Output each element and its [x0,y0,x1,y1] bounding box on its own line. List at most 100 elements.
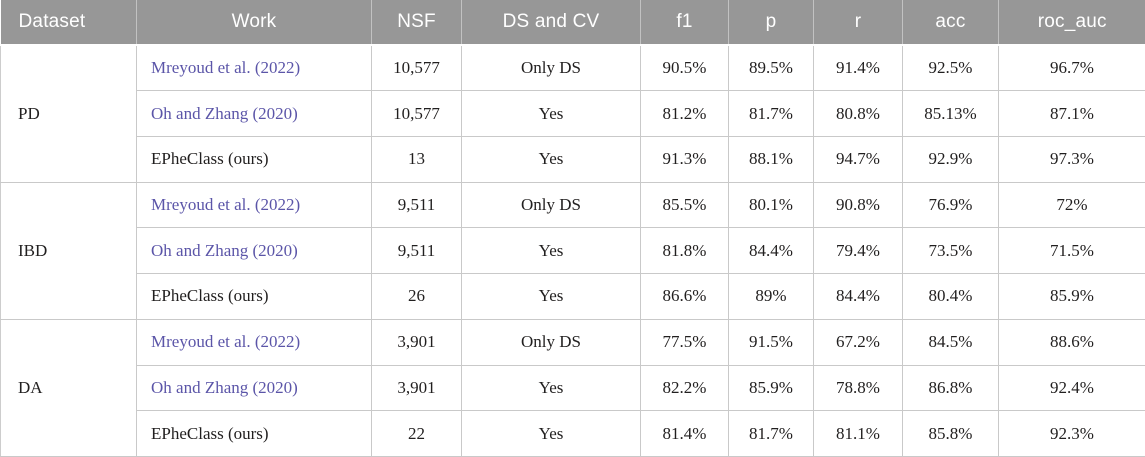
acc-cell: 73.5% [902,227,999,275]
column-header-work: Work [136,0,372,46]
work-ours-label: EPheClass (ours) [151,149,269,169]
ds-cv-cell: Yes [461,364,641,412]
work-ours-label: EPheClass (ours) [151,286,269,306]
acc-cell: 92.5% [902,44,999,92]
r-cell: 78.8% [813,364,903,412]
ds-cv-cell: Yes [461,227,641,275]
ds-cv-cell: Yes [461,135,641,183]
table-row: Oh and Zhang (2020) 3,901 Yes 82.2% 85.9… [1,364,1145,412]
r-cell: 84.4% [813,273,903,320]
table-row: EPheClass (ours) 13 Yes 91.3% 88.1% 94.7… [1,135,1145,183]
work-cell: Mreyoud et al. (2022) [136,181,372,229]
nsf-cell: 10,577 [371,90,462,137]
table-row: EPheClass (ours) 26 Yes 86.6% 89% 84.4% … [1,273,1145,320]
roc-auc-cell: 96.7% [998,44,1145,92]
work-citation-link[interactable]: Mreyoud et al. (2022) [151,58,301,78]
work-citation-link[interactable]: Oh and Zhang (2020) [151,240,298,260]
work-cell: Oh and Zhang (2020) [136,364,372,412]
acc-cell: 84.5% [902,318,999,366]
ds-cv-cell: Yes [461,90,641,137]
column-header-r: r [813,0,903,46]
f1-cell: 81.2% [640,90,729,137]
p-cell: 89.5% [728,44,814,92]
work-citation-link[interactable]: Oh and Zhang (2020) [151,377,298,397]
ds-cv-cell: Only DS [461,318,641,366]
nsf-cell: 26 [371,273,462,320]
f1-cell: 82.2% [640,364,729,412]
column-header-nsf: NSF [371,0,462,46]
column-header-acc: acc [902,0,999,46]
table-row: DA Mreyoud et al. (2022) 3,901 Only DS 7… [0,318,1145,457]
roc-auc-cell: 85.9% [998,273,1145,320]
column-header-ds-and-cv: DS and CV [461,0,641,46]
ds-cv-cell: Yes [461,273,641,320]
r-cell: 90.8% [813,181,903,229]
table-row: Oh and Zhang (2020) 10,577 Yes 81.2% 81.… [1,90,1145,137]
r-cell: 94.7% [813,135,903,183]
p-cell: 91.5% [728,318,814,366]
f1-cell: 91.3% [640,135,729,183]
work-citation-link[interactable]: Mreyoud et al. (2022) [151,195,301,215]
acc-cell: 92.9% [902,135,999,183]
dataset-group-label-da: DA [0,318,137,457]
work-cell: Oh and Zhang (2020) [136,90,372,137]
p-cell: 81.7% [728,90,814,137]
roc-auc-cell: 72% [998,181,1145,229]
ds-cv-cell: Yes [461,410,641,457]
nsf-cell: 9,511 [371,227,462,275]
acc-cell: 85.8% [902,410,999,457]
dataset-group-label-ibd: IBD [0,181,137,320]
roc-auc-cell: 71.5% [998,227,1145,275]
work-cell: Mreyoud et al. (2022) [136,44,372,92]
work-cell: Oh and Zhang (2020) [136,227,372,275]
table-header: Dataset Work NSF DS and CV f1 p r acc ro… [0,0,1145,46]
f1-cell: 90.5% [640,44,729,92]
f1-cell: 81.4% [640,410,729,457]
column-header-roc-auc: roc_auc [998,0,1145,46]
dataset-group-label-pd: PD [0,44,137,183]
nsf-cell: 22 [371,410,462,457]
r-cell: 81.1% [813,410,903,457]
table-row: EPheClass (ours) 22 Yes 81.4% 81.7% 81.1… [1,410,1145,457]
f1-cell: 77.5% [640,318,729,366]
p-cell: 88.1% [728,135,814,183]
ds-cv-cell: Only DS [461,44,641,92]
acc-cell: 76.9% [902,181,999,229]
p-cell: 89% [728,273,814,320]
f1-cell: 85.5% [640,181,729,229]
column-header-f1: f1 [640,0,729,46]
acc-cell: 85.13% [902,90,999,137]
p-cell: 81.7% [728,410,814,457]
nsf-cell: 10,577 [371,44,462,92]
roc-auc-cell: 92.4% [998,364,1145,412]
roc-auc-cell: 97.3% [998,135,1145,183]
roc-auc-cell: 87.1% [998,90,1145,137]
f1-cell: 81.8% [640,227,729,275]
nsf-cell: 3,901 [371,318,462,366]
work-cell: Mreyoud et al. (2022) [136,318,372,366]
work-cell: EPheClass (ours) [136,135,372,183]
work-cell: EPheClass (ours) [136,410,372,457]
column-header-p: p [728,0,814,46]
work-ours-label: EPheClass (ours) [151,423,269,443]
nsf-cell: 13 [371,135,462,183]
nsf-cell: 9,511 [371,181,462,229]
table-row: PD Mreyoud et al. (2022) 10,577 Only DS … [0,44,1145,183]
work-citation-link[interactable]: Oh and Zhang (2020) [151,103,298,123]
p-cell: 80.1% [728,181,814,229]
p-cell: 85.9% [728,364,814,412]
work-cell: EPheClass (ours) [136,273,372,320]
ds-cv-cell: Only DS [461,181,641,229]
r-cell: 80.8% [813,90,903,137]
column-header-dataset: Dataset [0,0,137,46]
roc-auc-cell: 92.3% [998,410,1145,457]
roc-auc-cell: 88.6% [998,318,1145,366]
acc-cell: 80.4% [902,273,999,320]
table-row: Oh and Zhang (2020) 9,511 Yes 81.8% 84.4… [1,227,1145,275]
r-cell: 79.4% [813,227,903,275]
r-cell: 67.2% [813,318,903,366]
r-cell: 91.4% [813,44,903,92]
work-citation-link[interactable]: Mreyoud et al. (2022) [151,332,301,352]
